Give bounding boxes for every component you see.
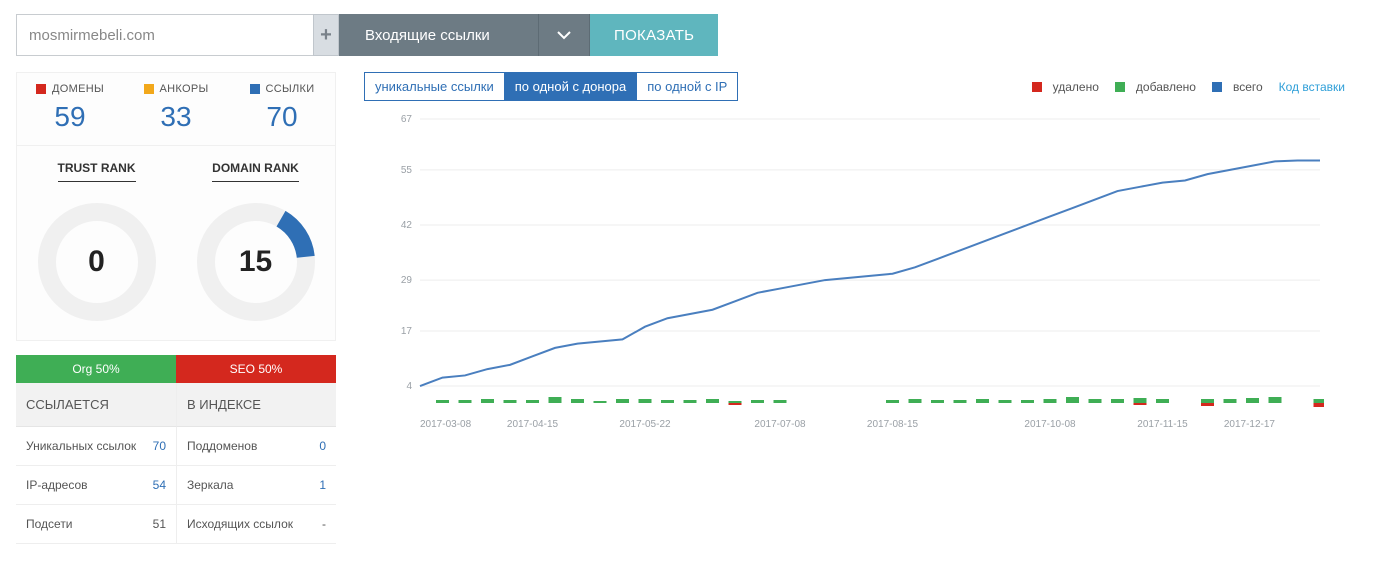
trust-rank-gauge: 0: [37, 202, 157, 322]
chart-tab[interactable]: по одной с донора: [504, 72, 638, 101]
row-value: 70: [153, 439, 166, 453]
metric-label: ДОМЕНЫ: [21, 83, 119, 95]
row-label: IP-адресов: [26, 478, 88, 492]
svg-text:2017-12-17: 2017-12-17: [1224, 419, 1276, 430]
domain-input[interactable]: [16, 14, 314, 56]
stats-col-refers: ССЫЛАЕТСЯ Уникальных ссылок 70 IP-адресов 5…: [16, 383, 176, 544]
table-row: Уникальных ссылок 70: [16, 427, 176, 466]
embed-code-link[interactable]: Код вставки: [1279, 80, 1345, 94]
metric-tile[interactable]: ССЫЛКИ 70: [229, 73, 335, 145]
row-label: Зеркала: [187, 478, 233, 492]
metric-label: АНКОРЫ: [127, 83, 225, 95]
svg-text:2017-04-15: 2017-04-15: [507, 419, 559, 430]
chart-tab[interactable]: уникальные ссылки: [364, 72, 505, 101]
trust-rank-value: 0: [37, 202, 157, 322]
legend-item: добавлено: [1115, 80, 1196, 94]
add-button[interactable]: +: [313, 14, 339, 56]
svg-text:67: 67: [401, 114, 413, 125]
trust-rank-label: TRUST RANK: [58, 161, 136, 182]
table-row: IP-адресов 54: [16, 466, 176, 505]
timeseries-chart: 4 17 29 42 55 67 2017-03-08 2017-04-15 2017-05-2…: [364, 113, 1345, 436]
chevron-down-icon: [557, 31, 571, 40]
row-value: 54: [153, 478, 166, 492]
metric-tiles: ДОМЕНЫ 59АНКОРЫ 33ССЫЛКИ 70: [16, 72, 336, 146]
svg-text:4: 4: [406, 381, 412, 392]
stats-header-index: В ИНДЕКСЕ: [176, 383, 336, 427]
domain-rank-label: DOMAIN RANK: [212, 161, 299, 182]
table-row: Подсети 51: [16, 505, 176, 544]
domain-rank-gauge: 15: [196, 202, 316, 322]
svg-text:2017-08-15: 2017-08-15: [867, 419, 919, 430]
table-row: Зеркала 1: [176, 466, 336, 505]
seo-segment: SEO 50%: [176, 355, 336, 383]
metric-label: ССЫЛКИ: [233, 83, 331, 95]
chart-tabs: уникальные ссылкипо одной с донорапо одн…: [364, 72, 738, 101]
stats-header-refers: ССЫЛАЕТСЯ: [16, 383, 176, 427]
svg-text:2017-03-08: 2017-03-08: [420, 419, 472, 430]
metric-value: 59: [21, 101, 119, 133]
metric-value: 33: [127, 101, 225, 133]
row-label: Уникальных ссылок: [26, 439, 136, 453]
legend-item: всего: [1212, 80, 1263, 94]
stats-table: ССЫЛАЕТСЯ Уникальных ссылок 70 IP-адресов 5…: [16, 383, 336, 544]
table-row: Исходящих ссылок -: [176, 505, 336, 544]
metric-tile[interactable]: ДОМЕНЫ 59: [17, 73, 123, 145]
row-value: 51: [153, 517, 166, 531]
svg-text:17: 17: [401, 326, 413, 337]
org-segment: Org 50%: [16, 355, 176, 383]
right-panel: уникальные ссылкипо одной с донорапо одн…: [336, 72, 1375, 544]
metric-value: 70: [233, 101, 331, 133]
row-value: 1: [319, 478, 326, 492]
row-value: -: [322, 517, 326, 531]
org-seo-bar: Org 50% SEO 50%: [16, 355, 336, 383]
table-row: Поддоменов 0: [176, 427, 336, 466]
topbar: + Входящие ссылки ПОКАЗАТЬ: [0, 14, 1375, 56]
row-label: Исходящих ссылок: [187, 517, 293, 531]
row-label: Подсети: [26, 517, 73, 531]
row-value: 0: [319, 439, 326, 453]
svg-text:55: 55: [401, 165, 413, 176]
svg-text:29: 29: [401, 275, 413, 286]
rank-cards: TRUST RANK 0 DOMAIN RANK 15: [16, 146, 336, 341]
metric-tile[interactable]: АНКОРЫ 33: [123, 73, 229, 145]
trust-rank-card: TRUST RANK 0: [17, 160, 176, 322]
chart-tab[interactable]: по одной с IP: [636, 72, 738, 101]
domain-rank-card: DOMAIN RANK 15: [176, 160, 335, 322]
svg-text:2017-11-15: 2017-11-15: [1137, 419, 1188, 430]
svg-text:42: 42: [401, 220, 413, 231]
dropdown-toggle[interactable]: [539, 14, 590, 56]
svg-text:2017-10-08: 2017-10-08: [1024, 419, 1076, 430]
svg-text:2017-07-08: 2017-07-08: [754, 419, 806, 430]
show-button[interactable]: ПОКАЗАТЬ: [590, 14, 718, 56]
stats-col-index: В ИНДЕКСЕ Поддоменов 0 Зеркала 1 Исходящих с…: [176, 383, 336, 544]
chart-legend: удалено добавлено всего Код вставки: [1032, 80, 1345, 94]
row-label: Поддоменов: [187, 439, 257, 453]
domain-rank-value: 15: [196, 202, 316, 322]
svg-text:2017-05-22: 2017-05-22: [619, 419, 671, 430]
left-panel: ДОМЕНЫ 59АНКОРЫ 33ССЫЛКИ 70 TRUST RANK 0…: [16, 72, 336, 544]
legend-item: удалено: [1032, 80, 1099, 94]
section-label[interactable]: Входящие ссылки: [339, 14, 539, 56]
